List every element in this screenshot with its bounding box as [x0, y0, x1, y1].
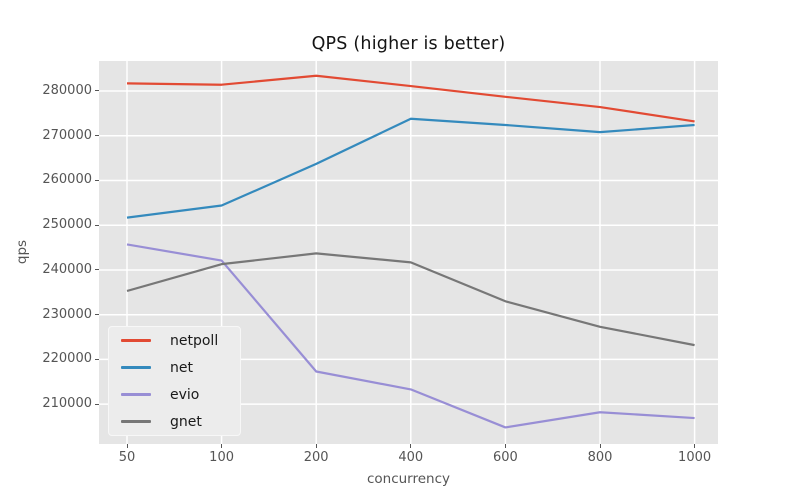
- legend-row-evio: evio: [109, 381, 240, 408]
- y-tick-label: 280000: [42, 82, 92, 98]
- series-line-gnet: [126, 252, 695, 347]
- y-tick-label: 230000: [42, 306, 92, 322]
- series-line-evio: [126, 243, 695, 429]
- x-tick-mark: [315, 444, 317, 448]
- legend-line-swatch: [121, 366, 151, 369]
- legend-line-swatch: [121, 339, 151, 342]
- legend-label: netpoll: [170, 332, 219, 349]
- x-tick-label: 200: [303, 450, 329, 465]
- legend-row-netpoll: netpoll: [109, 327, 240, 354]
- y-tick-mark: [95, 90, 99, 92]
- series-line-netpoll: [126, 74, 695, 123]
- x-tick-label: 400: [398, 450, 424, 465]
- legend-line-swatch: [121, 420, 151, 423]
- x-tick-label: 1000: [678, 450, 712, 465]
- legend: netpoll net evio gnet: [108, 326, 241, 436]
- x-tick-mark: [126, 444, 128, 448]
- legend-label: net: [170, 359, 193, 376]
- x-tick-mark: [694, 444, 696, 448]
- y-tick-mark: [95, 314, 99, 316]
- y-axis-label: qps: [14, 239, 30, 265]
- y-tick-mark: [95, 403, 99, 405]
- series-line-net: [126, 117, 695, 219]
- y-tick-mark: [95, 135, 99, 137]
- x-tick-mark: [221, 444, 223, 448]
- y-tick-label: 210000: [42, 396, 92, 412]
- x-tick-mark: [410, 444, 412, 448]
- y-tick-label: 250000: [42, 217, 92, 233]
- x-tick-label: 50: [118, 450, 136, 465]
- legend-row-net: net: [109, 354, 240, 381]
- y-tick-mark: [95, 224, 99, 226]
- x-tick-mark: [599, 444, 601, 448]
- x-tick-label: 100: [209, 450, 234, 465]
- chart-title: QPS (higher is better): [311, 34, 506, 54]
- x-axis-label: concurrency: [366, 471, 451, 487]
- legend-line-swatch: [121, 393, 151, 396]
- y-tick-label: 270000: [42, 127, 92, 143]
- y-tick-mark: [95, 269, 99, 271]
- y-tick-label: 220000: [42, 351, 92, 367]
- y-tick-mark: [95, 179, 99, 181]
- y-tick-label: 240000: [42, 261, 92, 277]
- x-tick-label: 800: [587, 450, 613, 465]
- legend-row-gnet: gnet: [109, 408, 240, 435]
- x-tick-mark: [504, 444, 506, 448]
- legend-label: gnet: [170, 413, 202, 430]
- x-tick-label: 600: [492, 450, 518, 465]
- y-tick-label: 260000: [42, 172, 92, 188]
- legend-label: evio: [170, 386, 200, 403]
- y-tick-mark: [95, 358, 99, 360]
